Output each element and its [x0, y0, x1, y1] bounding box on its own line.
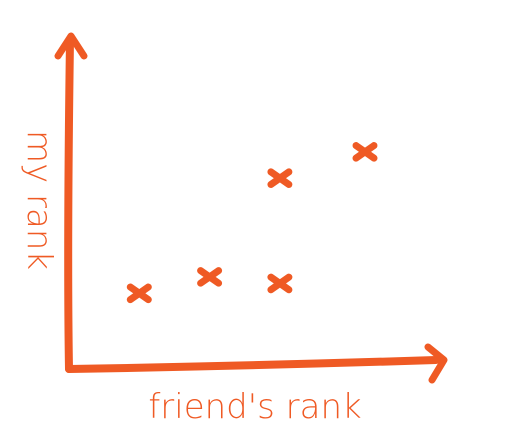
data-point-2: [197, 267, 223, 287]
data-point-5: [352, 142, 378, 162]
data-point-4: [267, 168, 293, 188]
x-axis-label: friend's rank: [148, 387, 361, 427]
x-marker: [352, 142, 378, 162]
x-marker: [267, 273, 293, 294]
x-marker: [267, 168, 293, 188]
y-axis-arrowhead: [54, 32, 88, 60]
x-axis-line: [65, 356, 440, 373]
x-marker: [126, 283, 152, 304]
x-axis-arrowhead: [424, 343, 448, 384]
data-point-1: [126, 283, 152, 304]
y-axis-label: my rank: [19, 130, 59, 270]
x-marker: [197, 267, 223, 287]
y-axis-line: [64, 36, 74, 373]
data-point-3: [267, 273, 293, 294]
data-points: [126, 142, 378, 304]
axes: [54, 32, 448, 384]
